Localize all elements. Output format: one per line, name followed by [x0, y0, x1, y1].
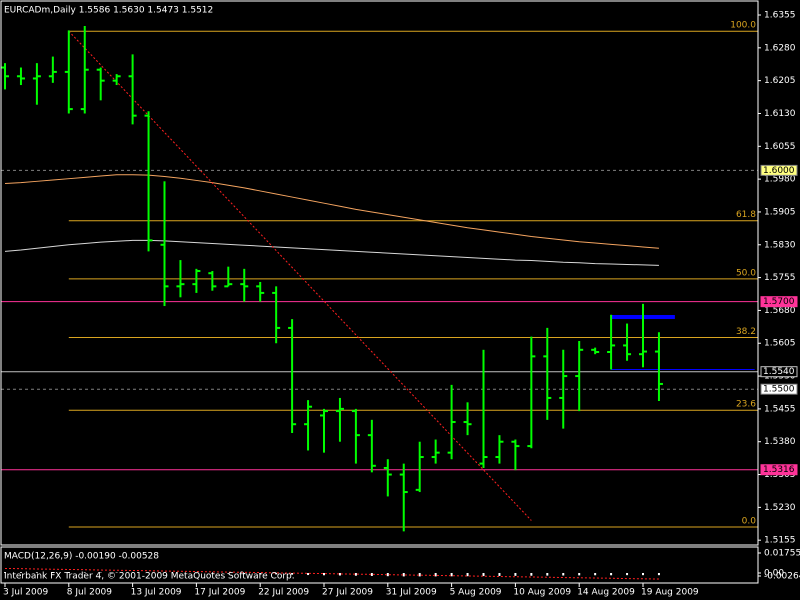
- price-box-label: 1.5500: [763, 385, 795, 395]
- y-tick-label: 1.5905: [764, 207, 796, 217]
- y-tick-label: 1.6205: [764, 76, 796, 86]
- x-tick-label: 22 Jul 2009: [258, 588, 309, 598]
- y-tick-label: 1.5980: [764, 175, 796, 185]
- y-tick-label: 1.5380: [764, 437, 796, 447]
- y-tick-label: 1.5680: [764, 306, 796, 316]
- price-box-label: 1.5700: [763, 297, 795, 307]
- main-frame: [0, 0, 759, 546]
- macd-tick-label: 0.01755: [764, 549, 800, 559]
- macd-tick-label: -0.00264: [764, 572, 800, 582]
- moving-average: [4, 174, 659, 249]
- fib-label: 38.2: [736, 327, 756, 337]
- price-box-label: 1.5316: [763, 465, 795, 475]
- y-tick-label: 1.6280: [764, 43, 796, 53]
- y-tick-label: 1.5605: [764, 339, 796, 349]
- footer: Interbank FX Trader 4, © 2001-2009 MetaQ…: [4, 572, 295, 582]
- fib-label: 50.0: [736, 268, 756, 278]
- fib-label: 0.0: [742, 517, 757, 527]
- y-tick-label: 1.5455: [764, 404, 796, 414]
- price-box: [760, 464, 798, 476]
- moving-average: [4, 239, 659, 266]
- macd-signal: [4, 567, 659, 580]
- x-tick-label: 27 Jul 2009: [322, 588, 373, 598]
- x-tick-label: 14 Aug 2009: [577, 588, 635, 598]
- macd-frame: [0, 546, 759, 584]
- y-tick-label: 1.6355: [764, 11, 796, 21]
- y-tick-label: 1.5155: [764, 536, 796, 546]
- price-box: [760, 383, 798, 395]
- fib-label: 23.6: [736, 400, 756, 410]
- x-tick-label: 5 Aug 2009: [450, 588, 502, 598]
- macd-tick-label: 0.00: [764, 568, 784, 578]
- y-tick-label: 1.5755: [764, 273, 796, 283]
- price-box: [760, 164, 798, 176]
- y-tick-label: 1.5230: [764, 503, 796, 513]
- x-tick-label: 10 Aug 2009: [513, 588, 571, 598]
- x-tick-label: 3 Jul 2009: [3, 588, 48, 598]
- y-tick-label: 1.6055: [764, 142, 796, 152]
- x-tick-label: 13 Jul 2009: [131, 588, 182, 598]
- macd-title: MACD(12,26,9) -0.00190 -0.00528: [4, 552, 159, 562]
- x-tick-label: 19 Aug 2009: [641, 588, 699, 598]
- y-tick-label: 1.6130: [764, 109, 796, 119]
- fib-label: 100.0: [730, 21, 756, 31]
- x-tick-label: 8 Jul 2009: [67, 588, 112, 598]
- chart-title: EURCADm,Daily 1.5586 1.5630 1.5473 1.551…: [4, 6, 213, 16]
- price-box-label: 1.6000: [763, 166, 795, 176]
- price-box: [760, 366, 798, 378]
- price-box: [760, 296, 798, 308]
- fib-label: 61.8: [736, 210, 756, 220]
- trendline: [68, 30, 532, 521]
- y-tick-label: 1.5830: [764, 240, 796, 250]
- x-tick-label: 17 Jul 2009: [194, 588, 245, 598]
- price-box-label: 1.5540: [763, 367, 795, 377]
- x-tick-label: 31 Jul 2009: [386, 588, 437, 598]
